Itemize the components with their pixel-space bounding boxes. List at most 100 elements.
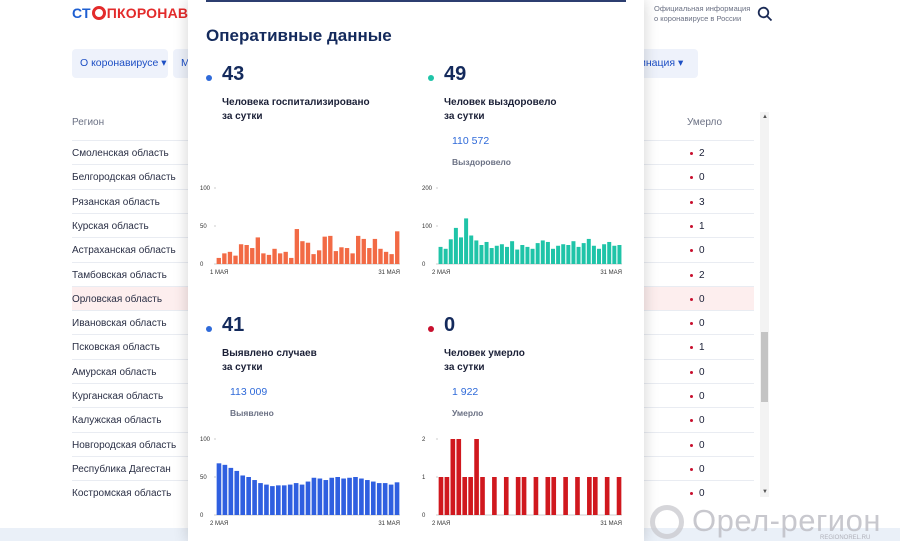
chart-bar[interactable] — [361, 238, 366, 264]
chart-bar[interactable] — [359, 478, 364, 515]
chart-bar[interactable] — [289, 257, 294, 264]
chart-bar[interactable] — [234, 470, 240, 515]
chart-bar[interactable] — [281, 485, 287, 515]
chart-bar[interactable] — [261, 253, 266, 264]
chart-bar[interactable] — [365, 480, 370, 515]
chart-bar[interactable] — [586, 238, 591, 264]
chart-bar[interactable] — [395, 231, 400, 264]
chart-bar[interactable] — [287, 484, 293, 515]
chart-bar[interactable] — [316, 250, 322, 264]
chart-bar[interactable] — [474, 240, 479, 264]
chart-bar[interactable] — [515, 477, 521, 515]
chart-bar[interactable] — [474, 439, 479, 515]
chart-bar[interactable] — [264, 484, 269, 515]
chart-bar[interactable] — [311, 477, 317, 515]
chart-bar[interactable] — [545, 241, 550, 264]
chart-bar[interactable] — [540, 240, 545, 264]
chart-bar[interactable] — [329, 477, 335, 515]
chart-bar[interactable] — [376, 483, 382, 515]
chart-bar[interactable] — [489, 248, 494, 264]
chart-bar[interactable] — [581, 243, 586, 264]
chart-bar[interactable] — [462, 477, 468, 515]
chart-bar[interactable] — [216, 257, 221, 264]
chart-bar[interactable] — [561, 244, 566, 264]
chart-bar[interactable] — [299, 484, 305, 515]
chart-bar[interactable] — [525, 246, 530, 264]
chart-bar[interactable] — [389, 254, 394, 264]
chart-bar[interactable] — [469, 235, 474, 265]
chart-bar[interactable] — [216, 463, 222, 515]
chart-bar[interactable] — [240, 475, 246, 515]
chart-bar[interactable] — [515, 249, 520, 264]
chart-bar[interactable] — [545, 477, 551, 515]
chart-bar[interactable] — [604, 477, 610, 515]
chart-bar[interactable] — [602, 244, 607, 264]
column-header-died[interactable]: Умерло — [687, 117, 723, 128]
chart-bar[interactable] — [222, 253, 227, 264]
chart-bar[interactable] — [571, 241, 576, 264]
chart-bar[interactable] — [388, 484, 394, 515]
chart-bar[interactable] — [228, 467, 234, 515]
chart-bar[interactable] — [510, 241, 515, 264]
chart-bar[interactable] — [250, 248, 255, 264]
chart-bar[interactable] — [238, 244, 244, 264]
scroll-down-arrow-icon[interactable]: ▼ — [762, 489, 768, 495]
chart-bar[interactable] — [252, 480, 257, 515]
chart-bar[interactable] — [353, 477, 358, 515]
chart-bar[interactable] — [592, 477, 598, 515]
chart-bar[interactable] — [246, 477, 251, 515]
chart-bar[interactable] — [438, 477, 444, 515]
chart-bar[interactable] — [344, 248, 350, 264]
chart-bar[interactable] — [530, 248, 535, 264]
chart-bar[interactable] — [367, 248, 372, 264]
chart-bar[interactable] — [322, 236, 327, 264]
chart-bar[interactable] — [551, 248, 555, 264]
chart-bar[interactable] — [456, 439, 462, 515]
chart-bar[interactable] — [499, 244, 504, 264]
chart-bar[interactable] — [335, 477, 340, 515]
chart-bar[interactable] — [293, 483, 299, 515]
chart-bar[interactable] — [468, 477, 473, 515]
scroll-up-arrow-icon[interactable]: ▲ — [762, 114, 768, 120]
chart-bar[interactable] — [305, 481, 311, 515]
chart-bar[interactable] — [503, 477, 509, 515]
chart-bar[interactable] — [591, 245, 596, 264]
chart-bar[interactable] — [300, 241, 305, 264]
chart-bar[interactable] — [277, 253, 283, 264]
chart-bar[interactable] — [333, 251, 339, 264]
chart-bar[interactable] — [347, 477, 352, 515]
chart-bar[interactable] — [276, 485, 281, 515]
chart-bar[interactable] — [494, 245, 499, 264]
chart-bar[interactable] — [521, 477, 527, 515]
chart-bar[interactable] — [227, 251, 233, 264]
nav-about-coronavirus[interactable]: О коронавирусе ▾ — [72, 49, 168, 78]
chart-bar[interactable] — [616, 477, 622, 515]
chart-bar[interactable] — [607, 241, 612, 264]
search-icon[interactable] — [757, 6, 773, 22]
chart-bar[interactable] — [535, 243, 540, 264]
chart-bar[interactable] — [258, 483, 263, 515]
chart-bar[interactable] — [356, 235, 361, 264]
chart-bar[interactable] — [222, 464, 228, 515]
chart-bar[interactable] — [617, 245, 622, 264]
chart-bar[interactable] — [323, 480, 329, 515]
chart-bar[interactable] — [551, 477, 557, 515]
chart-bar[interactable] — [443, 248, 448, 264]
chart-bar[interactable] — [394, 482, 400, 515]
chart-bar[interactable] — [244, 245, 249, 264]
chart-bar[interactable] — [575, 477, 580, 515]
chart-bar[interactable] — [339, 247, 344, 264]
column-header-region[interactable]: Регион — [72, 117, 105, 128]
chart-bar[interactable] — [438, 246, 443, 264]
chart-bar[interactable] — [448, 239, 453, 264]
chart-bar[interactable] — [505, 246, 509, 264]
site-logo[interactable]: СТ ПКОРОНАВИ — [72, 5, 198, 21]
chart-bar[interactable] — [382, 483, 388, 515]
chart-bar[interactable] — [480, 477, 485, 515]
chart-bar[interactable] — [453, 227, 458, 264]
chart-bar[interactable] — [563, 477, 568, 515]
chart-bar[interactable] — [305, 242, 311, 264]
chart-bar[interactable] — [597, 248, 601, 264]
chart-bar[interactable] — [294, 229, 300, 264]
chart-bar[interactable] — [533, 477, 539, 515]
